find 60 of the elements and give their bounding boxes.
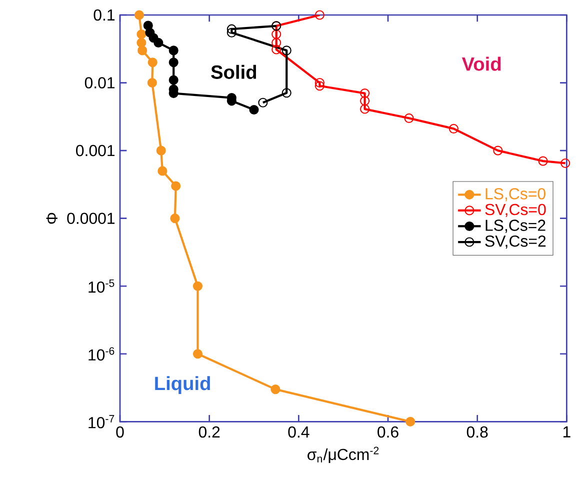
point [270,384,280,394]
point [156,146,166,156]
point [154,38,164,48]
point [136,38,146,48]
point [360,88,370,98]
point [272,29,282,40]
point [282,88,292,98]
y-tick-label: 10$^{-7}$ [88,415,114,428]
point [314,10,324,20]
point [560,158,570,168]
point [168,46,178,56]
point [404,113,414,124]
point [493,146,503,156]
x-tick-label: 0.8 [466,426,488,438]
point [226,28,236,38]
y-tick-label: 0.0001 [67,212,115,224]
point [170,214,180,224]
point [272,44,282,54]
annotation: Solid [211,64,256,79]
point [134,10,144,20]
annotation: Void [462,56,501,71]
y-tick-label: 0.01 [84,77,115,88]
y-tick-label: 0.1 [94,9,115,21]
point [360,104,370,114]
point [282,46,292,56]
y-tick-label: 0.001 [76,144,115,156]
point [147,78,157,88]
point [314,81,324,91]
annotation: Liquid [155,376,210,394]
x-tick-label: 1 [563,426,570,438]
x-tick-label: 0 [116,426,124,438]
y-tick-label: 10$^{-6}$ [88,347,114,361]
point [314,78,324,88]
point [360,96,370,106]
y-axis-title: Φ [46,212,58,224]
point [258,98,268,108]
point [192,349,203,359]
point [538,156,548,166]
point [406,416,416,426]
point [158,166,168,176]
point [171,181,181,191]
legend-label: SV,Cs=0 [485,204,546,218]
legend-label: SV,Cs=2 [485,235,546,249]
x-tick-label: 0.6 [378,426,398,438]
x-tick-label: 0.4 [288,426,310,438]
y-tick-label: 10$^{-5}$ [88,279,114,293]
point [272,38,282,48]
legend-label: LS,Cs=2 [486,220,546,233]
point [148,58,158,68]
point [249,104,259,115]
point [168,75,178,85]
point [138,46,148,56]
point [136,29,146,40]
point [192,281,203,291]
point [226,24,236,34]
x-axis-title: σ$_{n}$/μCcm$^{-2}$ [308,446,379,464]
point [448,124,458,134]
point [168,58,178,68]
x-tick-label: 0.2 [198,426,220,438]
legend-label: LS,Cs=0 [486,188,546,202]
